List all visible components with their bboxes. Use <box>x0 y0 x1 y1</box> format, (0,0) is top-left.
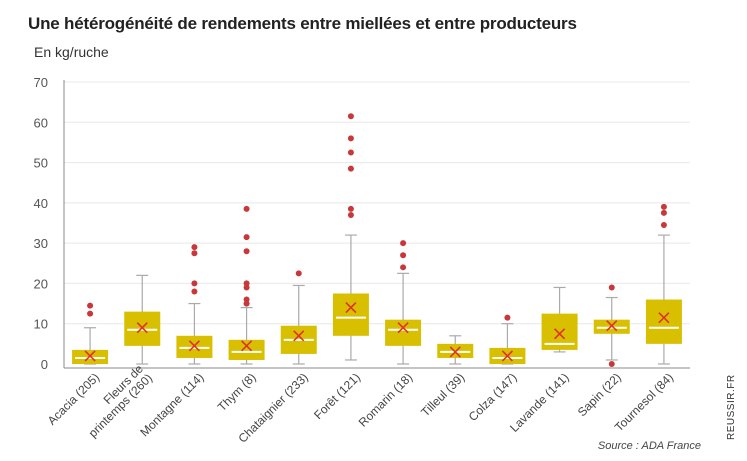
outlier-montagne-114 <box>191 288 198 295</box>
x-tick-label-thym-8: Thym (8) <box>215 370 259 414</box>
outlier-acacia-205 <box>87 302 94 309</box>
outlier-romarin-18 <box>400 240 407 247</box>
outlier-foret-121 <box>347 165 354 172</box>
outlier-chataignier-233 <box>295 270 302 277</box>
y-tick-label: 10 <box>34 317 48 332</box>
x-tick-label-foret-121: Forêt (121) <box>311 370 363 422</box>
outlier-montagne-114 <box>191 280 198 287</box>
y-tick-label: 50 <box>34 156 48 171</box>
y-tick-label: 20 <box>34 276 48 291</box>
y-tick-label: 30 <box>34 236 48 251</box>
outlier-romarin-18 <box>400 264 407 271</box>
outlier-foret-121 <box>347 211 354 218</box>
outlier-tournesol-84 <box>660 203 667 210</box>
mean-marker-lavande-141 <box>554 328 566 340</box>
y-axis-unit-label: En kg/ruche <box>34 44 109 60</box>
outlier-tournesol-84 <box>660 209 667 216</box>
mean-marker-thym-8 <box>241 340 253 352</box>
y-tick-label: 60 <box>34 115 48 130</box>
mean-marker-sapin-22 <box>606 320 618 332</box>
y-tick-label: 40 <box>34 196 48 211</box>
outlier-montagne-114 <box>191 244 198 251</box>
mean-marker-fleurs-de-printemps-260 <box>136 322 148 334</box>
mean-marker-montagne-114 <box>188 340 200 352</box>
brand-watermark: REUSSIR.FR <box>726 374 737 440</box>
mean-marker-acacia-205 <box>84 350 96 362</box>
outlier-thym-8 <box>243 205 250 212</box>
mean-marker-chataignier-233 <box>293 330 305 342</box>
mean-marker-tilleul-39 <box>449 346 461 358</box>
y-tick-label: 70 <box>34 75 48 90</box>
box-thym-8 <box>228 339 265 360</box>
box-foret-121 <box>332 293 369 336</box>
outlier-foret-121 <box>347 149 354 156</box>
outlier-foret-121 <box>347 135 354 142</box>
outlier-sapin-22 <box>608 361 615 367</box>
y-tick-label: 0 <box>41 357 48 372</box>
outlier-thym-8 <box>243 296 250 303</box>
chart-title: Une hétérogénéité de rendements entre mi… <box>28 14 577 33</box>
box-tournesol-84 <box>645 299 682 344</box>
outlier-sapin-22 <box>608 284 615 291</box>
x-tick-label-acacia-205: Acacia (205) <box>45 370 103 428</box>
outlier-foret-121 <box>347 113 354 120</box>
outlier-foret-121 <box>347 205 354 212</box>
box-romarin-18 <box>385 319 422 346</box>
outlier-acacia-205 <box>87 310 94 317</box>
x-tick-label-tilleul-39: Tilleul (39) <box>418 370 467 419</box>
mean-marker-colza-147 <box>501 350 513 362</box>
mean-marker-foret-121 <box>345 302 357 314</box>
x-tick-label-colza-147: Colza (147) <box>466 370 520 424</box>
mean-marker-tournesol-84 <box>658 312 670 324</box>
outlier-montagne-114 <box>191 250 198 257</box>
outlier-colza-147 <box>504 314 511 321</box>
mean-marker-romarin-18 <box>397 322 409 334</box>
outlier-tournesol-84 <box>660 222 667 229</box>
outlier-thym-8 <box>243 234 250 241</box>
x-tick-label-sapin-22: Sapin (22) <box>575 370 624 419</box>
outlier-thym-8 <box>243 248 250 255</box>
outlier-romarin-18 <box>400 252 407 259</box>
source-note: Source : ADA France <box>597 440 701 452</box>
x-tick-label-romarin-18: Romarin (18) <box>356 370 415 429</box>
outlier-thym-8 <box>243 280 250 287</box>
